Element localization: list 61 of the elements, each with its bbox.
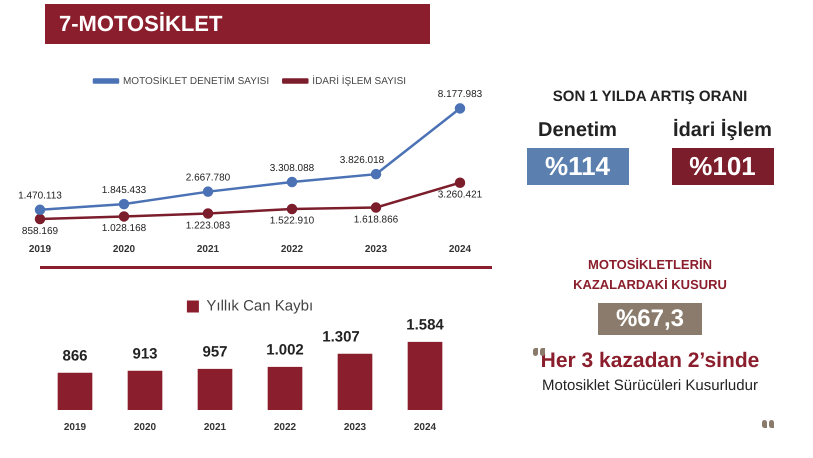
- data-label: 1.028.168: [102, 223, 147, 234]
- x-tick-label: 2024: [414, 422, 437, 433]
- data-label: 866: [62, 347, 88, 364]
- data-label: 1.470.113: [18, 190, 62, 202]
- point: [202, 186, 214, 197]
- x-tick-label: 2020: [134, 422, 157, 433]
- bar: [408, 342, 442, 410]
- data-label: 1.223.083: [186, 220, 231, 232]
- point: [202, 208, 214, 219]
- x-tick-label: 2022: [274, 422, 297, 433]
- bar: [128, 370, 162, 410]
- bar: [268, 366, 302, 410]
- data-label: 1.845.433: [102, 184, 147, 196]
- text: %67,3: [598, 303, 702, 335]
- point: [454, 177, 466, 188]
- data-label: 1.522.910: [270, 216, 315, 227]
- data-label: 1.307: [322, 328, 360, 346]
- x-tick-label: 2024: [448, 244, 472, 255]
- bar: [338, 354, 372, 410]
- x-tick-label: 2019: [28, 244, 52, 255]
- data-label: 1.002: [266, 342, 304, 359]
- bar: [198, 368, 232, 410]
- point: [118, 211, 130, 222]
- data-label: 858.169: [22, 226, 59, 237]
- legend-label: İDARİ İŞLEM SAYISI: [312, 74, 406, 87]
- data-label: 3.308.088: [270, 162, 315, 174]
- text: SON 1 YILDA ARTIŞ ORANI: [552, 88, 748, 105]
- data-label: 913: [132, 345, 158, 362]
- point: [454, 103, 466, 114]
- legend-label: MOTOSİKLET DENETİM SAYISI: [122, 74, 270, 87]
- data-label: 8.177.983: [438, 89, 483, 100]
- text: %101: [689, 151, 756, 181]
- data-label: 3.826.018: [340, 154, 385, 166]
- bar: [58, 372, 92, 410]
- text: MOTOSİKLETLERİN KAZALARDAKİ KUSURU: [572, 256, 728, 294]
- x-tick-label: 2021: [204, 422, 227, 433]
- data-label: 3.260.421: [438, 189, 483, 200]
- x-tick-label: 2023: [344, 422, 367, 433]
- category-label: İdari İşlem: [672, 119, 773, 142]
- data-label: 1.584: [406, 316, 444, 334]
- x-tick-label: 2023: [364, 244, 388, 255]
- text: Her 3 kazadan 2’sinde: [540, 349, 760, 373]
- x-tick-label: 2021: [196, 244, 220, 255]
- text: %114: [544, 151, 610, 181]
- category-label: Denetim: [537, 119, 618, 142]
- point: [370, 202, 382, 213]
- text: Motosiklet Sürücüleri Kusurludur: [541, 377, 759, 394]
- data-label: 957: [202, 343, 228, 360]
- x-tick-label: 2022: [280, 244, 304, 255]
- point: [34, 214, 46, 224]
- chart-title: 7-MOTOSİKLET: [45, 4, 430, 44]
- legend-label: Yıllık Can Kaybı: [206, 298, 314, 315]
- point: [118, 198, 130, 210]
- data-label: 2.667.780: [186, 172, 231, 184]
- x-tick-label: 2020: [112, 244, 136, 255]
- point: [370, 168, 382, 180]
- point: [286, 176, 298, 188]
- x-tick-label: 2019: [64, 422, 87, 433]
- point: [286, 204, 298, 214]
- point: [34, 204, 46, 216]
- data-label: 1.618.866: [354, 214, 399, 226]
